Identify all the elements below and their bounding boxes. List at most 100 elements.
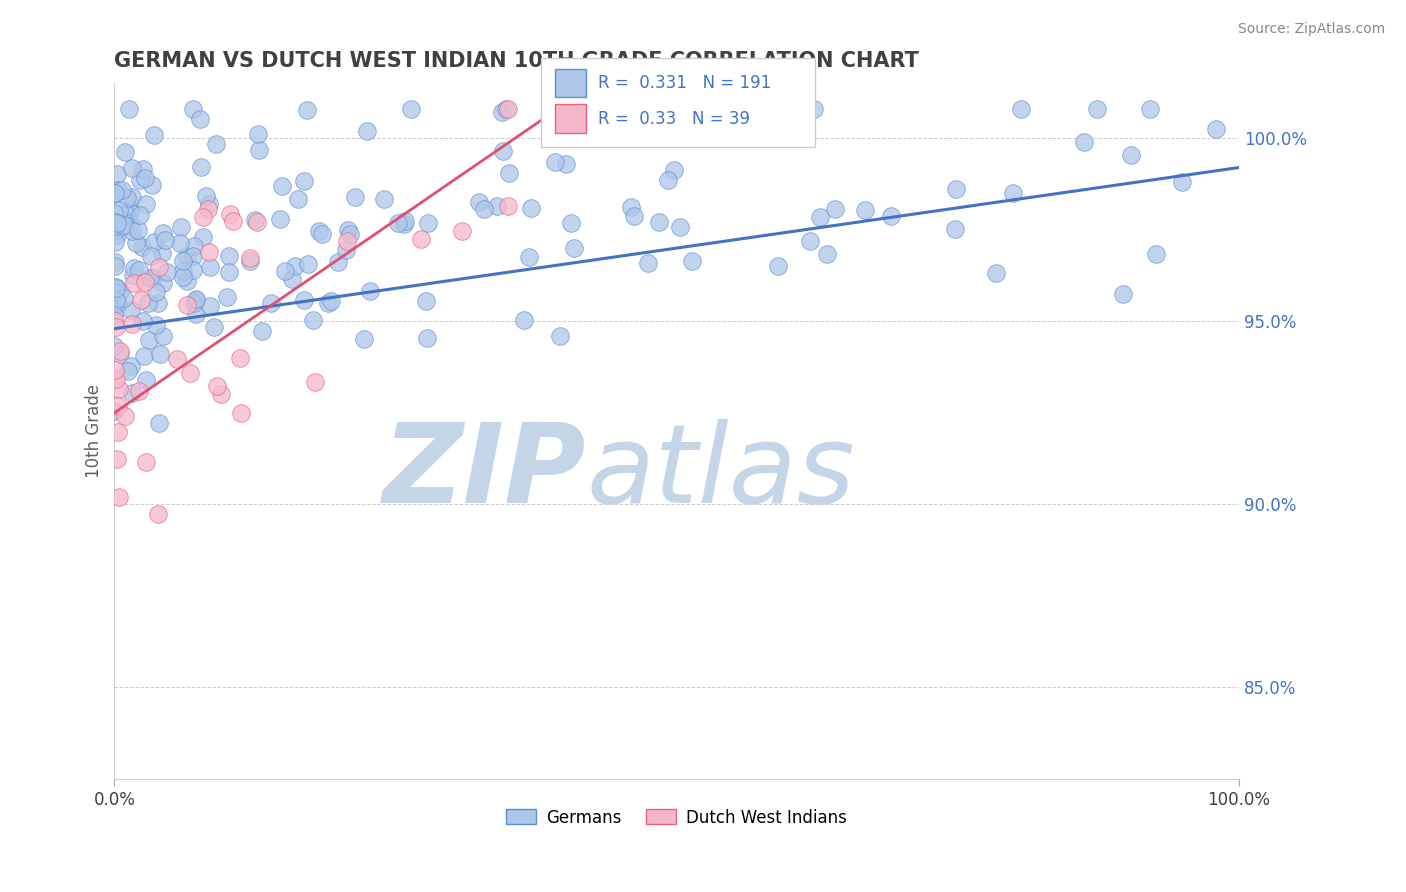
Point [387, 216, 409, 230]
Point [1112, 287, 1135, 301]
Point [153, 233, 176, 247]
Point [943, 222, 966, 236]
Point [311, 227, 333, 241]
Point [1139, 102, 1161, 116]
Point [104, 281, 127, 295]
Point [152, 329, 174, 343]
Point [129, 293, 152, 307]
Point [302, 313, 325, 327]
Point [111, 183, 134, 197]
Point [169, 235, 191, 250]
Point [141, 178, 163, 192]
Point [103, 314, 125, 328]
Point [134, 170, 156, 185]
Point [179, 366, 201, 380]
Point [183, 263, 205, 277]
Point [239, 254, 262, 268]
Point [176, 274, 198, 288]
Point [121, 268, 143, 282]
Point [132, 313, 155, 327]
Point [202, 320, 225, 334]
Point [148, 507, 170, 521]
Point [326, 255, 349, 269]
Point [103, 186, 125, 200]
Point [129, 173, 152, 187]
Point [120, 359, 142, 373]
Point [115, 191, 138, 205]
Point [359, 284, 381, 298]
Point [824, 202, 846, 217]
Point [152, 276, 174, 290]
Point [222, 214, 245, 228]
Point [637, 256, 659, 270]
Point [415, 293, 437, 308]
Point [205, 136, 228, 151]
Point [120, 216, 142, 230]
Point [107, 183, 129, 197]
Point [198, 299, 221, 313]
Point [496, 102, 519, 116]
Point [394, 213, 416, 227]
Point [152, 226, 174, 240]
Point [1002, 186, 1025, 201]
Point [243, 212, 266, 227]
Point [181, 102, 204, 116]
Point [128, 384, 150, 399]
Legend: Germans, Dutch West Indians: Germans, Dutch West Indians [499, 802, 853, 833]
Point [122, 261, 145, 276]
Point [416, 216, 439, 230]
Point [135, 373, 157, 387]
Point [132, 349, 155, 363]
Point [467, 195, 489, 210]
Point [316, 295, 339, 310]
Point [520, 201, 543, 215]
Point [105, 293, 128, 308]
Point [112, 218, 135, 232]
Point [145, 318, 167, 333]
Point [1144, 247, 1167, 261]
Point [148, 260, 170, 274]
Point [120, 302, 142, 317]
Point [229, 406, 252, 420]
Point [799, 234, 821, 248]
Point [107, 295, 129, 310]
Point [172, 270, 194, 285]
Point [138, 333, 160, 347]
Point [184, 293, 207, 307]
Point [125, 236, 148, 251]
Point [103, 284, 125, 298]
Point [1073, 135, 1095, 149]
Point [246, 215, 269, 229]
Point [657, 173, 679, 187]
Point [105, 452, 128, 467]
Point [1119, 147, 1142, 161]
Point [284, 259, 307, 273]
Point [853, 202, 876, 217]
Point [353, 332, 375, 346]
Point [766, 259, 789, 273]
Point [1171, 175, 1194, 189]
Point [409, 232, 432, 246]
Point [247, 127, 270, 141]
Point [621, 102, 644, 116]
Point [107, 383, 129, 397]
Point [166, 351, 188, 366]
Point [669, 220, 692, 235]
Point [984, 266, 1007, 280]
Point [548, 329, 571, 343]
Point [131, 240, 153, 254]
Point [104, 372, 127, 386]
Point [181, 249, 204, 263]
Point [472, 202, 495, 217]
Point [105, 319, 128, 334]
Point [121, 318, 143, 332]
Point [217, 290, 239, 304]
Point [195, 189, 218, 203]
Point [135, 197, 157, 211]
Point [121, 161, 143, 175]
Point [104, 186, 127, 201]
Point [108, 346, 131, 360]
Point [104, 280, 127, 294]
Point [562, 242, 585, 256]
Point [198, 260, 221, 275]
